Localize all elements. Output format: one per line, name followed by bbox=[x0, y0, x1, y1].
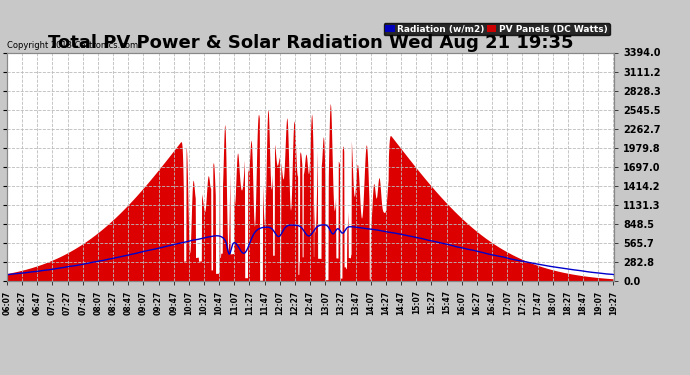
Legend: Radiation (w/m2), PV Panels (DC Watts): Radiation (w/m2), PV Panels (DC Watts) bbox=[384, 23, 609, 35]
Text: Copyright 2013 Cartronics.com: Copyright 2013 Cartronics.com bbox=[7, 41, 138, 50]
Title: Total PV Power & Solar Radiation Wed Aug 21 19:35: Total PV Power & Solar Radiation Wed Aug… bbox=[48, 34, 573, 53]
